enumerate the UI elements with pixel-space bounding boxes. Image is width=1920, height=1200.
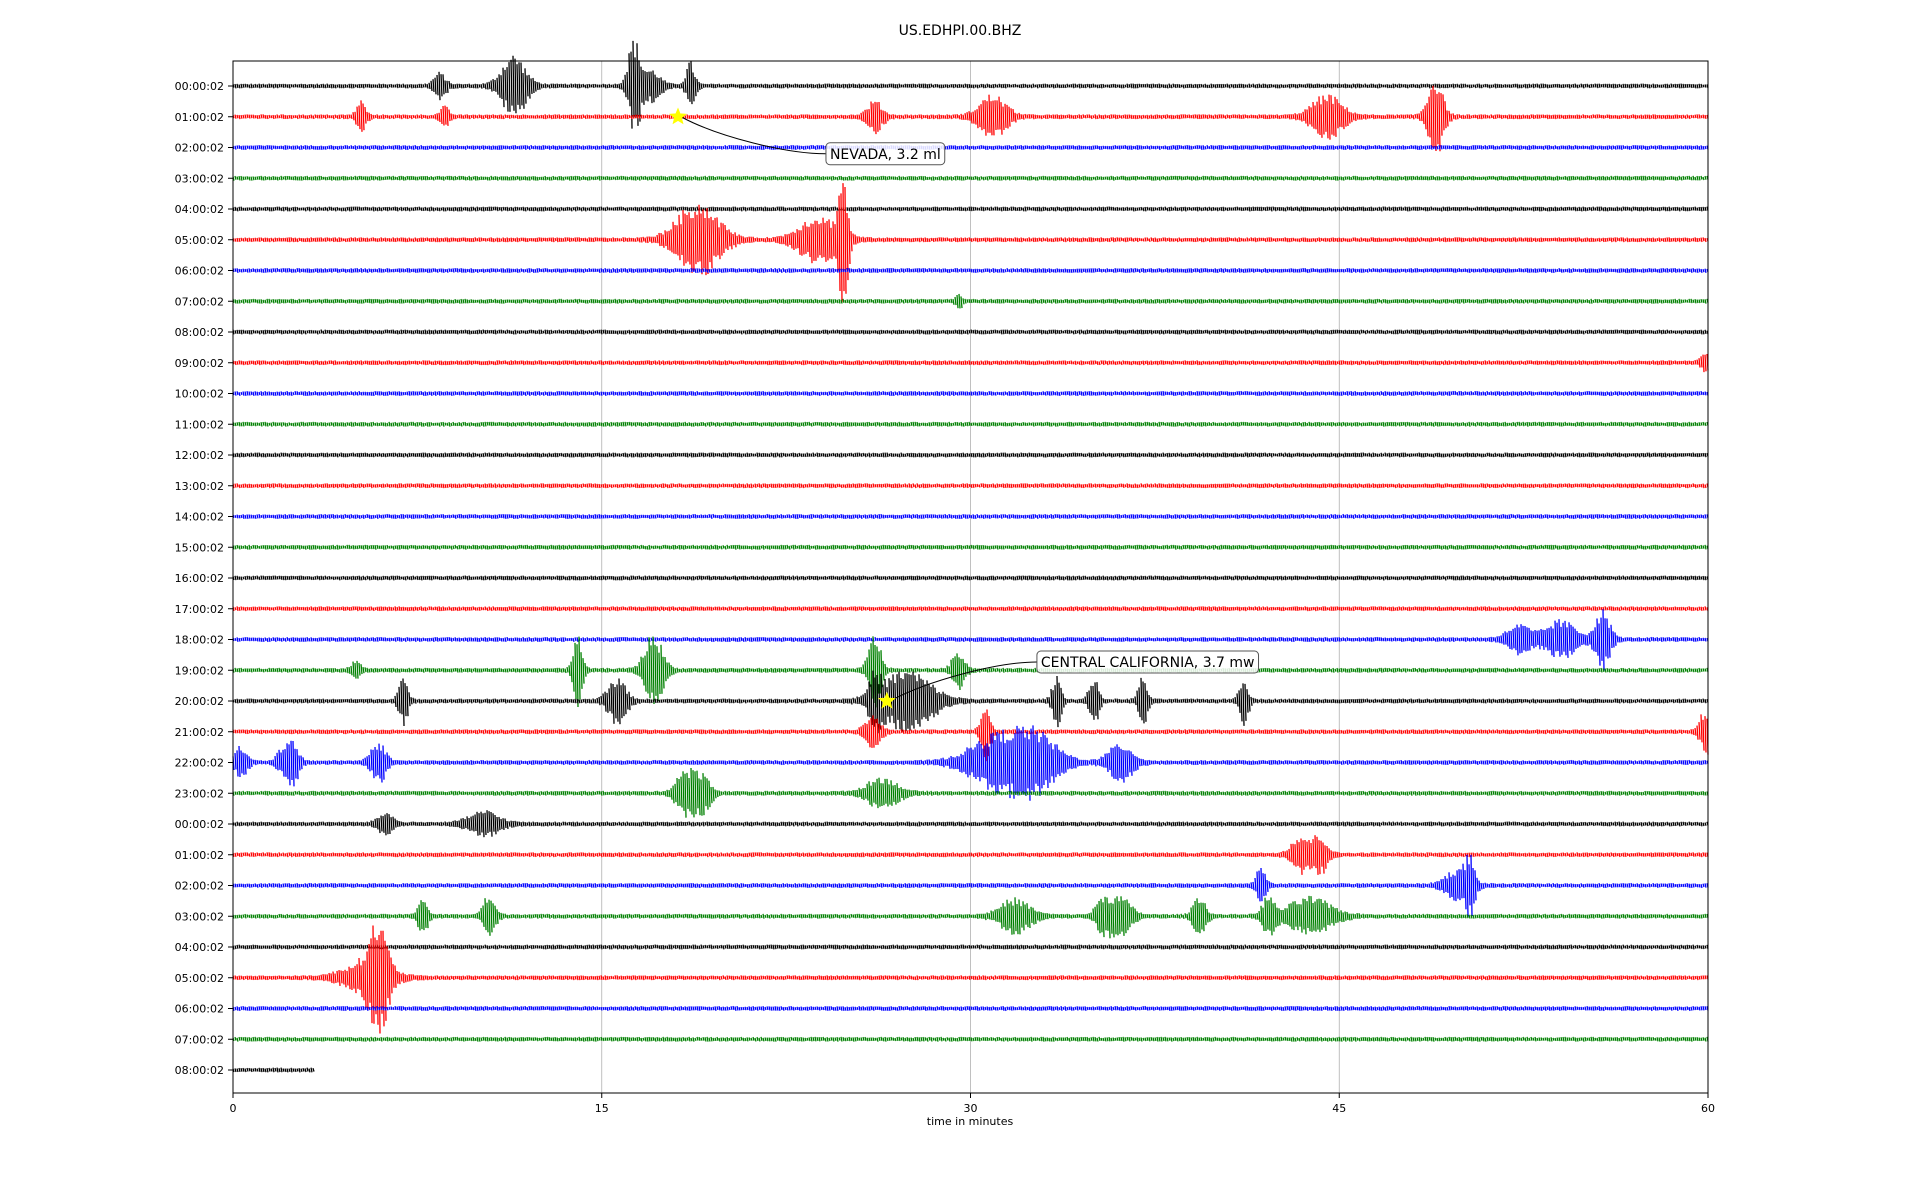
event-box	[825, 142, 946, 166]
row-time-label: 16:00:02	[175, 572, 224, 585]
event-annotations: NEVADA, 3.2 ml CENTRAL CALIFORNIA, 3.7 mw	[669, 107, 1260, 709]
row-time-label: 06:00:02	[175, 1003, 224, 1016]
event-leader-line	[680, 116, 826, 155]
row-time-label: 18:00:02	[175, 634, 224, 647]
x-tick-label: 0	[230, 1102, 237, 1115]
row-time-label: 21:00:02	[175, 726, 224, 739]
event-leader-line	[889, 661, 1037, 702]
row-time-label: 10:00:02	[175, 388, 224, 401]
row-time-label: 07:00:02	[175, 1033, 224, 1046]
row-time-label: 04:00:02	[175, 941, 224, 954]
row-time-label: 19:00:02	[175, 664, 224, 677]
row-time-label: 07:00:02	[175, 295, 224, 308]
row-time-label: 01:00:02	[175, 849, 224, 862]
event-label-box: NEVADA, 3.2 ml	[825, 142, 946, 166]
x-tick-label: 30	[964, 1102, 978, 1115]
row-time-label: 22:00:02	[175, 757, 224, 770]
event-label-box: CENTRAL CALIFORNIA, 3.7 mw	[1036, 650, 1260, 674]
x-axis-ticks: 0 15 30 45 60	[230, 1093, 1715, 1115]
row-time-labels: 00:00:02 01:00:02 02:00:02 03:00:02 04:00:02…	[175, 80, 233, 1077]
event-label: NEVADA, 3.2 ml	[830, 147, 941, 163]
row-time-label: 11:00:02	[175, 418, 224, 431]
row-time-label: 09:00:02	[175, 357, 224, 370]
event-star-icon	[878, 691, 896, 709]
row-time-label: 17:00:02	[175, 603, 224, 616]
x-axis-label: time in minutes	[927, 1115, 1014, 1128]
row-time-label: 08:00:02	[175, 1064, 224, 1077]
row-time-label: 20:00:02	[175, 695, 224, 708]
row-time-label: 06:00:02	[175, 265, 224, 278]
trace-row	[232, 1067, 315, 1073]
row-time-label: 02:00:02	[175, 880, 224, 893]
x-tick-label: 15	[595, 1102, 609, 1115]
row-time-label: 03:00:02	[175, 910, 224, 923]
row-time-label: 23:00:02	[175, 787, 224, 800]
row-time-label: 13:00:02	[175, 480, 224, 493]
row-time-label: 00:00:02	[175, 80, 224, 93]
row-time-label: 05:00:02	[175, 234, 224, 247]
x-tick-label: 60	[1701, 1102, 1715, 1115]
event-star-icon	[669, 107, 687, 125]
row-time-label: 00:00:02	[175, 818, 224, 831]
row-time-label: 14:00:02	[175, 511, 224, 524]
row-time-label: 04:00:02	[175, 203, 224, 216]
x-tick-label: 45	[1332, 1102, 1346, 1115]
row-time-label: 02:00:02	[175, 142, 224, 155]
row-time-label: 05:00:02	[175, 972, 224, 985]
row-time-label: 03:00:02	[175, 172, 224, 185]
row-time-label: 01:00:02	[175, 111, 224, 124]
row-time-label: 12:00:02	[175, 449, 224, 462]
event-label: CENTRAL CALIFORNIA, 3.7 mw	[1041, 655, 1255, 671]
event-box	[1036, 650, 1260, 674]
row-time-label: 15:00:02	[175, 541, 224, 554]
chart-title: US.EDHPI.00.BHZ	[899, 23, 1022, 39]
row-time-label: 08:00:02	[175, 326, 224, 339]
